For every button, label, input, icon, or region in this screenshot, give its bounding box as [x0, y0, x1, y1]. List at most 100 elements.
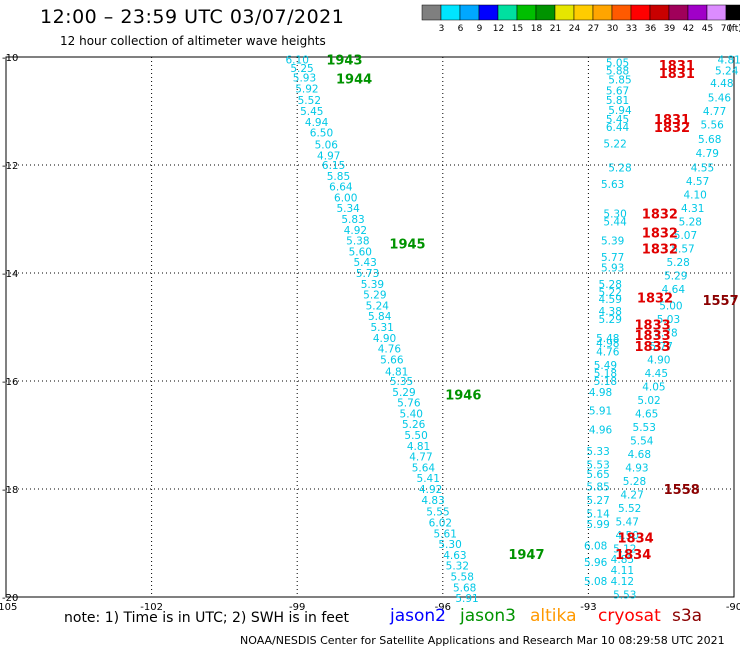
colorbar-swatch: [554, 4, 575, 21]
colorbar-tick-label: 27: [588, 24, 599, 34]
wave-height-label: 5.28: [608, 163, 631, 175]
wave-height-label: 6.00: [334, 192, 357, 204]
axis-tick-labels: -105 -102 -99 -96 -93 -90 -10 -12 -14 -16 -18 -20: [0, 53, 740, 613]
wave-height-label: 4.05: [642, 381, 665, 393]
wave-height-label: 5.54: [630, 435, 654, 447]
colorbar-swatch: [668, 4, 689, 21]
wave-height-label: 6.64: [329, 182, 353, 194]
footer-note: note: 1) Time is in UTC; 2) SWH is in fe…: [64, 610, 350, 626]
wave-height-label: 5.40: [400, 408, 423, 420]
pass-time-label: 1831: [654, 113, 690, 128]
pass-time-label: 1832: [642, 208, 678, 223]
wave-height-label: 5.52: [298, 95, 321, 107]
wave-height-label: 5.28: [623, 476, 646, 488]
wave-height-label: 5.77: [650, 341, 673, 353]
wave-height-label: 5.91: [455, 593, 478, 605]
wave-height-label: 4.31: [681, 203, 704, 215]
x-tick-label: -102: [140, 602, 163, 613]
wave-height-label: 5.56: [700, 120, 724, 132]
wave-height-label: 5.28: [599, 279, 622, 291]
wave-height-label: 4.55: [691, 163, 714, 175]
colorbar-swatch: [573, 4, 594, 21]
colorbar-swatch: [459, 4, 480, 21]
wave-height-label: 5.93: [601, 263, 624, 275]
wave-height-label: 5.73: [356, 268, 379, 280]
wave-height-label: 4.98: [589, 387, 612, 399]
wave-height-label: 5.45: [606, 114, 629, 126]
wave-height-label: 5.12: [613, 543, 636, 555]
wave-height-label: 5.45: [300, 106, 323, 118]
legend-satellite-cryosat: cryosat: [598, 606, 661, 626]
wave-height-label: 4.98: [596, 338, 619, 350]
wave-height-label: 4.68: [628, 449, 651, 461]
wave-height-label: 5.28: [679, 217, 702, 229]
wave-height-label: 4.48: [710, 78, 733, 90]
wave-height-label: 5.00: [659, 300, 682, 312]
colorbar-tick-label: 45: [702, 24, 713, 34]
wave-height-label: 5.53: [613, 589, 636, 601]
wave-height-label: 4.90: [373, 333, 396, 345]
colorbar-swatch: [592, 4, 613, 21]
colorbar-tick-label: 39: [664, 24, 676, 34]
wave-height-label: 5.77: [601, 252, 624, 264]
wave-height-label: 4.79: [696, 148, 719, 160]
wave-height-label: 6.15: [322, 160, 345, 172]
colorbar-swatch: [611, 4, 632, 21]
wave-height-label: 5.64: [412, 462, 436, 474]
wave-height-label: 5.53: [586, 460, 609, 472]
wave-height-label: 4.81: [385, 366, 408, 378]
colorbar-swatch: [535, 4, 556, 21]
wave-height-label: 5.22: [599, 287, 622, 299]
wave-height-label: 5.29: [363, 290, 386, 302]
wave-height-label: 5.46: [708, 93, 732, 105]
wave-height-label: 5.94: [608, 105, 632, 117]
colorbar-swatch: [687, 4, 708, 21]
pass-time-label: 1833: [635, 340, 671, 355]
wave-height-label: 5.29: [392, 387, 415, 399]
wave-height-label: 4.93: [625, 462, 648, 474]
grid-lines: [6, 57, 734, 597]
wave-height-label: 5.32: [446, 561, 469, 573]
colorbar-tick-label: 42: [683, 24, 694, 34]
wave-height-label: 4.92: [344, 225, 367, 237]
wave-height-label: 5.07: [674, 230, 697, 242]
wave-height-label: 4.81: [407, 441, 430, 453]
page-title: 12:00 – 23:59 UTC 03/07/2021: [40, 6, 345, 28]
wave-height-label: 5.18: [594, 376, 617, 388]
wave-height-label: 4.63: [443, 550, 466, 562]
wave-height-label: 5.47: [616, 516, 639, 528]
wave-height-label: 5.41: [417, 473, 440, 485]
wave-height-label: 5.81: [606, 95, 629, 107]
pass-time-label: 1832: [637, 291, 673, 306]
x-tick-label: -99: [289, 602, 305, 613]
wave-height-label: 4.76: [596, 346, 620, 358]
wave-height-label: 5.30: [603, 209, 626, 221]
pass-time-label: 1832: [642, 227, 678, 242]
pass-time-label: 1945: [389, 237, 425, 252]
wave-height-label: 5.49: [594, 360, 617, 372]
wave-height-label: 5.28: [666, 257, 689, 269]
x-tick-label: -96: [435, 602, 451, 613]
wave-height-label: 5.03: [657, 314, 680, 326]
wave-height-label: 5.83: [341, 214, 364, 226]
wave-height-label: 4.57: [686, 176, 709, 188]
colorbar-tick-label: 15: [512, 24, 523, 34]
colorbar-swatch: [497, 4, 518, 21]
wave-height-label: 5.39: [361, 279, 384, 291]
wave-height-label: 5.53: [633, 422, 656, 434]
pass-time-label: 1557: [702, 294, 738, 309]
wave-height-label: 5.78: [654, 327, 677, 339]
colorbar-swatch: [421, 4, 442, 21]
pass-time-label: 1833: [635, 329, 671, 344]
wave-height-label: 6.44: [606, 122, 630, 134]
colorbar-swatch: [440, 4, 461, 21]
wave-height-label: 6.02: [429, 517, 452, 529]
y-tick-label: -10: [2, 53, 18, 64]
wave-height-label: 5.38: [346, 236, 369, 248]
wave-height-label: 4.85: [611, 554, 634, 566]
wave-height-label: 5.67: [606, 85, 629, 97]
wave-height-label: 5.27: [586, 495, 609, 507]
credit-line: NOAA/NESDIS Center for Satellite Applica…: [240, 634, 725, 647]
wave-height-label: 5.29: [599, 314, 622, 326]
